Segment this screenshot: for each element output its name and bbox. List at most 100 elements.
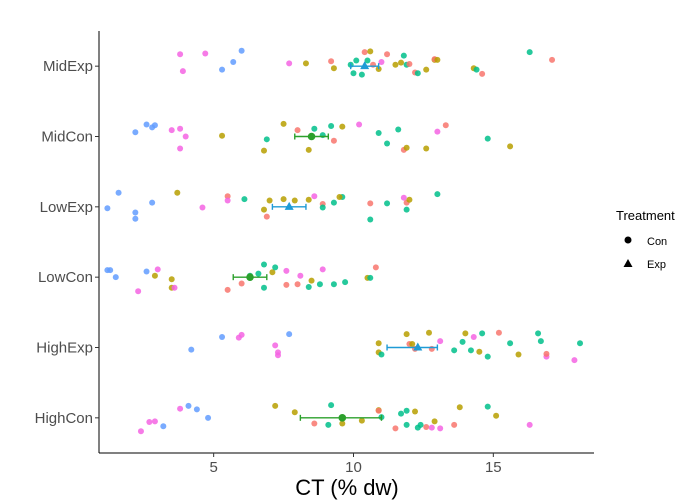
data-point (261, 284, 267, 291)
data-point (272, 264, 279, 271)
legend-label-exp: Exp (647, 259, 666, 271)
data-point (283, 281, 290, 288)
data-point (400, 194, 407, 201)
data-point (409, 340, 416, 347)
data-point (199, 204, 206, 211)
data-point (272, 402, 279, 409)
data-point (537, 338, 544, 345)
data-point (336, 193, 343, 200)
data-point (403, 421, 410, 428)
mean-marker-exp (360, 61, 370, 70)
data-point (549, 56, 556, 63)
data-point (437, 425, 444, 432)
y-tick-label: LowExp (40, 199, 93, 216)
data-point (177, 51, 184, 58)
data-point (286, 331, 293, 338)
data-point (160, 423, 167, 430)
data-point (398, 410, 405, 417)
data-point (451, 347, 458, 354)
data-point (437, 338, 444, 345)
data-point (434, 56, 441, 63)
legend: Treatment Con Exp (616, 208, 675, 271)
data-point (375, 340, 382, 347)
data-point (132, 209, 139, 216)
data-point (294, 127, 301, 134)
data-point (384, 140, 391, 147)
data-point (143, 121, 150, 128)
data-point (412, 408, 419, 415)
data-point (372, 264, 379, 271)
data-point (484, 353, 491, 360)
data-point (238, 280, 245, 287)
data-point (375, 407, 382, 414)
mean-marker-con (307, 132, 316, 141)
data-point (403, 206, 410, 213)
legend-label-con: Con (647, 236, 667, 248)
data-point (476, 348, 483, 355)
data-point (185, 402, 192, 409)
data-point (367, 216, 374, 223)
data-point (146, 419, 153, 426)
data-point (224, 197, 231, 204)
mean-marker-exp (284, 201, 294, 210)
data-point (526, 49, 533, 56)
data-point (104, 205, 111, 212)
data-point (339, 123, 346, 130)
data-point (280, 196, 287, 203)
data-point (224, 286, 231, 293)
data-point (406, 196, 413, 203)
summary-LowExp (271, 201, 307, 210)
data-point (330, 199, 337, 206)
data-point (403, 331, 410, 338)
data-point (255, 270, 262, 277)
data-point (495, 329, 502, 336)
data-point (171, 284, 178, 291)
data-point (319, 266, 326, 273)
data-point (330, 65, 337, 72)
data-point (302, 60, 309, 67)
data-point (174, 189, 181, 196)
data-point (395, 126, 402, 133)
data-point (168, 276, 175, 283)
data-point (361, 49, 368, 56)
summary-HighExp (386, 342, 439, 351)
data-point (507, 143, 514, 150)
data-point (417, 421, 424, 428)
data-point (434, 191, 441, 198)
data-point (305, 146, 312, 153)
data-point (367, 274, 374, 281)
data-point (238, 331, 245, 338)
data-point (168, 127, 175, 134)
data-point (311, 420, 318, 427)
data-point (526, 421, 533, 428)
data-point (188, 346, 195, 353)
data-point (571, 357, 578, 364)
data-point (479, 70, 486, 77)
data-point (305, 196, 312, 203)
data-point (392, 61, 399, 68)
data-point (177, 125, 184, 132)
data-point (135, 288, 142, 295)
data-point (423, 145, 430, 152)
treatment-summaries (232, 61, 439, 422)
data-point (442, 122, 449, 129)
data-point (272, 342, 279, 349)
x-axis-title: CT (% dw) (295, 475, 399, 500)
data-point (515, 351, 522, 358)
data-point (112, 274, 119, 281)
data-point (177, 405, 184, 412)
data-point (467, 347, 474, 354)
x-axis-ticks: 5 10 15 (209, 453, 502, 476)
data-point (484, 403, 491, 410)
data-point (143, 268, 150, 275)
data-point (378, 58, 385, 65)
data-point (423, 66, 430, 73)
summary-LowCon (232, 273, 268, 281)
data-point (274, 349, 281, 356)
data-point (297, 272, 304, 279)
data-point (311, 125, 318, 132)
data-point (543, 350, 550, 357)
data-point (364, 57, 371, 64)
data-point (423, 423, 430, 430)
